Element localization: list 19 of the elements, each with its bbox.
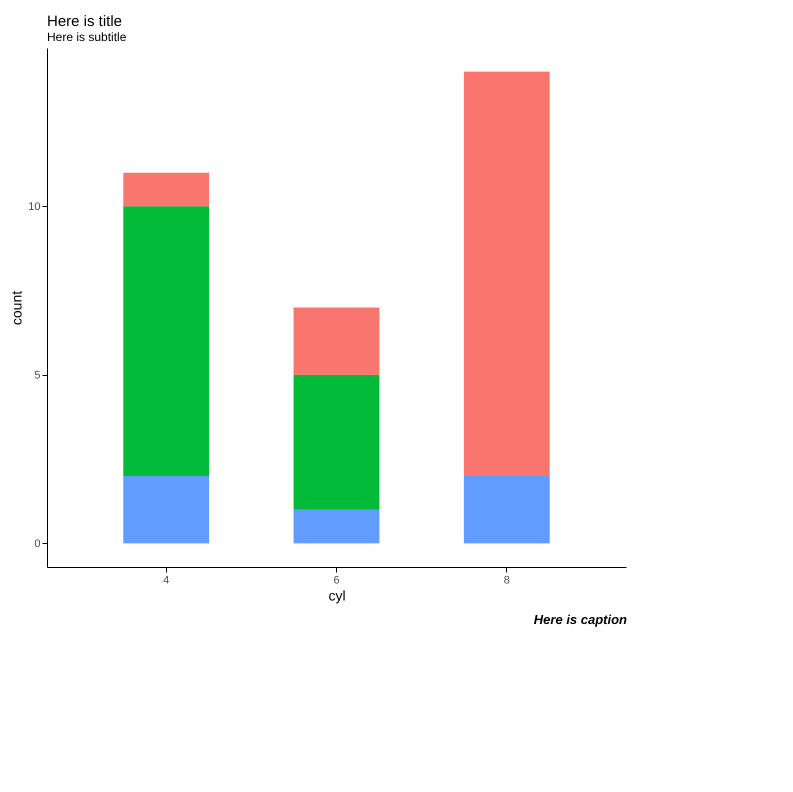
- bar: [464, 72, 550, 476]
- x-tick-label: 8: [504, 574, 510, 586]
- y-tick-label: 5: [34, 369, 40, 382]
- y-tick-label: 0: [34, 538, 40, 550]
- x-tick-label: 6: [333, 574, 340, 586]
- chart-subtitle: Here is subtitle: [47, 30, 127, 44]
- bar: [123, 476, 210, 544]
- bar: [294, 308, 380, 375]
- bar: [123, 206, 210, 476]
- y-tick-label: 10: [28, 200, 40, 213]
- x-axis-title: cyl: [328, 588, 346, 604]
- bar: [464, 476, 550, 544]
- x-tick-label: 4: [163, 574, 170, 586]
- text: Here is caption: [534, 612, 627, 627]
- bar: [294, 374, 380, 510]
- bar: [294, 510, 380, 544]
- chart-title: Here is title: [47, 13, 122, 30]
- bar: [123, 172, 210, 206]
- y-axis-title: count: [8, 290, 24, 326]
